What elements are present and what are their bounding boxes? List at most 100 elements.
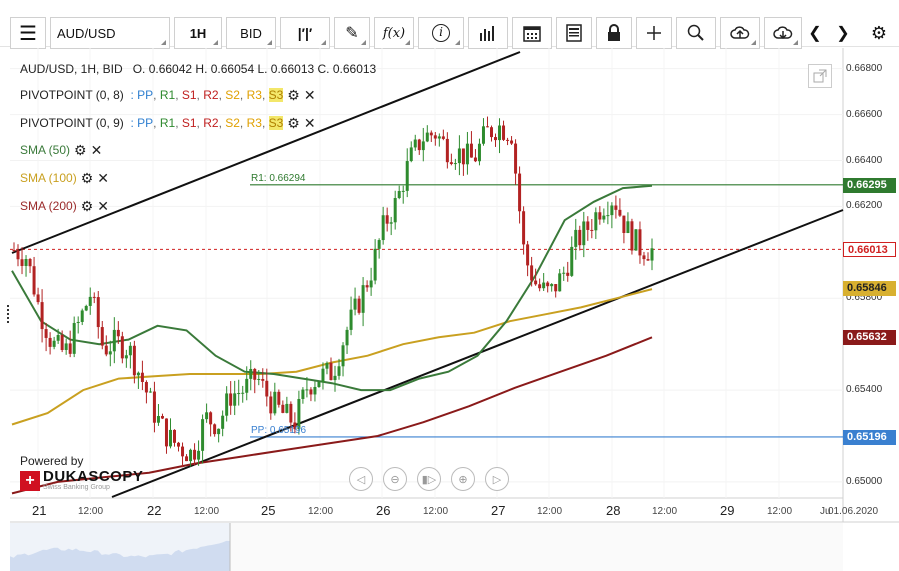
candle-body[interactable]	[618, 209, 622, 216]
candle-body[interactable]	[84, 305, 88, 311]
pan-right-button[interactable]: ▷	[485, 467, 509, 491]
candle-body[interactable]	[433, 135, 437, 139]
candle-body[interactable]	[112, 329, 116, 352]
candle-body[interactable]	[381, 215, 385, 241]
candle-body[interactable]	[76, 321, 80, 324]
candle-body[interactable]	[104, 345, 108, 355]
candle-body[interactable]	[514, 143, 518, 174]
candle-body[interactable]	[249, 368, 253, 379]
indicators-button[interactable]: f(x)	[374, 17, 414, 49]
candle-body[interactable]	[64, 343, 68, 350]
close-icon[interactable]: ✕	[303, 115, 316, 131]
indicator-row[interactable]: PIVOTPOINT (0, 9) : PP, R1, S1, R2, S2, …	[20, 116, 316, 130]
candle-body[interactable]	[337, 366, 341, 376]
menu-button[interactable]: ☰	[10, 17, 46, 49]
candle-body[interactable]	[197, 450, 201, 460]
candle-body[interactable]	[72, 323, 76, 354]
candle-body[interactable]	[168, 429, 172, 447]
scroll-left-button[interactable]: ❮	[800, 17, 830, 49]
candle-body[interactable]	[562, 272, 566, 274]
candle-body[interactable]	[305, 389, 309, 391]
candle-body[interactable]	[518, 173, 522, 212]
candle-body[interactable]	[217, 428, 221, 435]
candle-body[interactable]	[245, 378, 249, 393]
resize-handle[interactable]	[7, 305, 10, 323]
candle-body[interactable]	[20, 259, 24, 266]
candle-body[interactable]	[257, 378, 261, 380]
candle-body[interactable]	[325, 362, 329, 369]
candle-body[interactable]	[489, 127, 493, 138]
candle-body[interactable]	[602, 215, 606, 220]
candle-body[interactable]	[449, 162, 453, 164]
indicator-row[interactable]: SMA (50) ⚙ ✕	[20, 143, 102, 157]
candle-body[interactable]	[152, 391, 156, 423]
timeframe-selector[interactable]: 1H	[174, 17, 222, 49]
candle-body[interactable]	[233, 393, 237, 406]
candle-body[interactable]	[574, 229, 578, 247]
reset-view-button[interactable]: ▮▷	[417, 467, 441, 491]
candle-body[interactable]	[582, 221, 586, 246]
candle-body[interactable]	[80, 310, 84, 322]
candle-body[interactable]	[413, 139, 417, 148]
upper-trendline[interactable]	[11, 51, 521, 254]
candle-body[interactable]	[48, 337, 52, 347]
candle-body[interactable]	[477, 143, 481, 162]
indicator-row[interactable]: SMA (100) ⚙ ✕	[20, 171, 109, 185]
candle-body[interactable]	[570, 246, 574, 276]
candle-body[interactable]	[108, 351, 112, 355]
candle-body[interactable]	[205, 412, 209, 420]
candle-body[interactable]	[522, 211, 526, 245]
candle-body[interactable]	[405, 161, 409, 191]
zoom-button[interactable]	[676, 17, 716, 49]
candle-body[interactable]	[510, 140, 514, 144]
candle-body[interactable]	[353, 298, 357, 310]
candle-body[interactable]	[610, 205, 614, 216]
candle-body[interactable]	[124, 355, 128, 359]
indicator-row[interactable]: SMA (200) ⚙ ✕	[20, 199, 109, 213]
candle-body[interactable]	[646, 259, 650, 261]
candle-body[interactable]	[373, 248, 377, 281]
candle-body[interactable]	[88, 296, 92, 306]
candle-body[interactable]	[52, 340, 56, 347]
candle-body[interactable]	[193, 449, 197, 460]
candle-body[interactable]	[189, 449, 193, 462]
zoom-out-button[interactable]: ⊖	[383, 467, 407, 491]
crosshair-button[interactable]	[636, 17, 672, 49]
candle-body[interactable]	[253, 368, 257, 380]
candle-body[interactable]	[389, 222, 393, 224]
candle-body[interactable]	[349, 309, 353, 330]
cloud-download-button[interactable]	[764, 17, 802, 49]
candle-body[interactable]	[506, 139, 510, 141]
candle-body[interactable]	[594, 212, 598, 231]
gear-icon[interactable]: ⚙	[74, 142, 87, 158]
candle-body[interactable]	[606, 215, 610, 217]
candle-body[interactable]	[445, 138, 449, 163]
indicator-row[interactable]: PIVOTPOINT (0, 8) : PP, R1, S1, R2, S2, …	[20, 88, 316, 102]
candle-body[interactable]	[201, 419, 205, 451]
gear-icon[interactable]: ⚙	[80, 198, 94, 214]
candle-body[interactable]	[485, 126, 489, 128]
candle-body[interactable]	[173, 429, 177, 443]
candle-body[interactable]	[156, 415, 160, 423]
candle-body[interactable]	[333, 375, 337, 381]
candle-body[interactable]	[241, 392, 245, 394]
candle-body[interactable]	[229, 393, 233, 406]
candle-body[interactable]	[144, 381, 148, 393]
candle-body[interactable]	[473, 157, 477, 162]
candle-body[interactable]	[40, 302, 44, 330]
candle-body[interactable]	[289, 403, 293, 423]
pan-left-button[interactable]: ◁	[349, 467, 373, 491]
volume-button[interactable]	[468, 17, 508, 49]
lower-trendline[interactable]	[111, 209, 844, 498]
candle-body[interactable]	[136, 372, 140, 376]
candle-body[interactable]	[68, 343, 72, 354]
candle-body[interactable]	[622, 215, 626, 233]
candle-body[interactable]	[164, 418, 168, 447]
candle-body[interactable]	[614, 205, 618, 210]
candle-body[interactable]	[638, 229, 642, 256]
price-type-selector[interactable]: BID	[226, 17, 276, 49]
candle-body[interactable]	[28, 258, 32, 267]
candle-body[interactable]	[526, 244, 530, 266]
candle-body[interactable]	[502, 125, 506, 140]
candle-body[interactable]	[397, 190, 401, 199]
